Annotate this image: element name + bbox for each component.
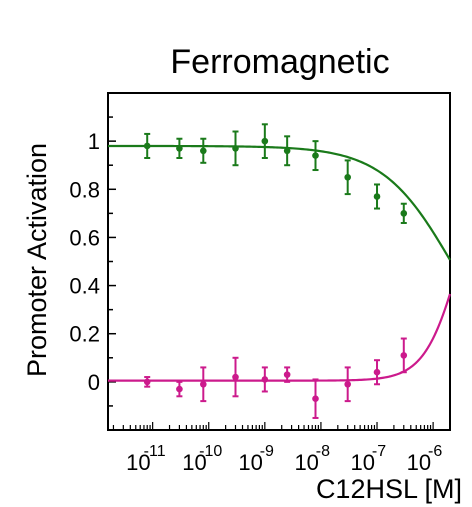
data-point-series-2 (143, 378, 151, 386)
data-point-series-1 (261, 137, 269, 145)
data-point-series-2 (232, 373, 239, 381)
y-axis-label: Promoter Activation (22, 143, 52, 377)
chart-title: Ferromagnetic (170, 43, 389, 81)
data-point-series-2 (400, 352, 408, 359)
x-axis-label: C12HSL [M] (316, 474, 462, 504)
x-tick-label-base: 10 (182, 450, 206, 475)
fit-curve-1 (108, 144, 451, 261)
data-point-series-1 (400, 210, 408, 217)
data-point-series-2 (312, 395, 319, 403)
data-point-series-1 (344, 173, 351, 181)
x-tick-label-exponent: -9 (260, 443, 274, 460)
x-tick-label-exponent: -8 (316, 443, 330, 460)
y-tick-label: 0 (88, 370, 100, 395)
data-point-series-2 (373, 368, 381, 376)
data-point-series-1 (312, 152, 319, 159)
fit-curve-2 (108, 293, 452, 382)
data-point-series-1 (200, 147, 207, 155)
data-point-series-2 (261, 376, 269, 383)
axis-ticks (108, 92, 451, 431)
data-point-series-1 (143, 142, 151, 150)
x-tick-label-base: 10 (238, 450, 262, 475)
y-tick-label: 0.4 (69, 274, 100, 299)
x-tick-label-exponent: -11 (144, 443, 166, 460)
x-tick-label-base: 10 (351, 450, 375, 475)
y-tick-label: 0.8 (69, 177, 100, 202)
x-tick-label-base: 10 (126, 450, 150, 475)
data-point-series-1 (373, 193, 381, 200)
y-tick-label: 0.2 (69, 322, 100, 347)
data-point-series-2 (176, 385, 183, 393)
x-tick-label-base: 10 (294, 450, 318, 475)
x-tick-label-exponent: -10 (199, 443, 222, 460)
data-point-series-2 (344, 380, 351, 388)
data-point-series-1 (232, 145, 239, 152)
data-point-series-1 (283, 147, 291, 155)
x-tick-label-exponent: -7 (372, 443, 386, 460)
y-tick-label: 0.6 (69, 225, 100, 250)
x-tick-label-base: 10 (407, 450, 431, 475)
x-tick-label-exponent: -6 (428, 443, 442, 460)
data-point-series-1 (176, 145, 183, 152)
plot-frame (107, 92, 451, 431)
data-points (143, 123, 408, 419)
y-tick-label: 1 (88, 129, 100, 154)
data-point-series-2 (200, 380, 207, 388)
fit-curves (108, 144, 452, 382)
data-point-series-2 (283, 371, 291, 378)
